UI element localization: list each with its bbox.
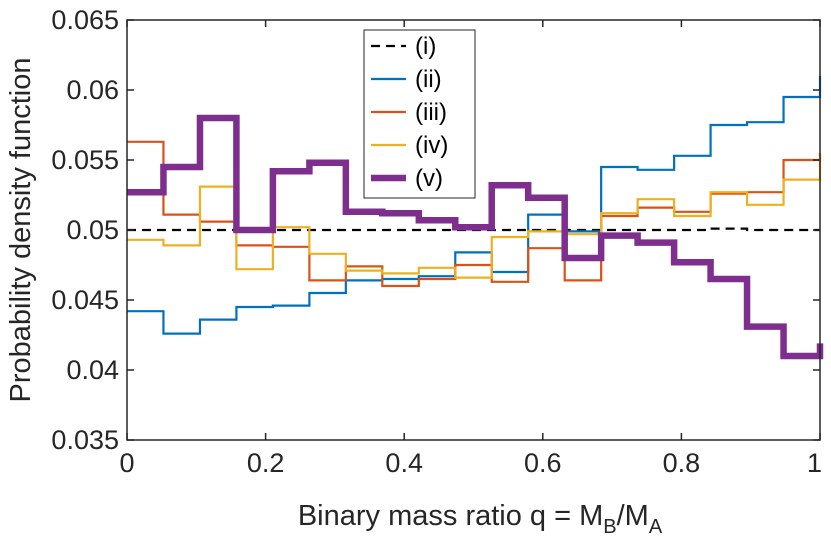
legend-box	[363, 29, 476, 199]
y-axis-label: Probability density function	[5, 58, 37, 403]
y-tick-label: 0.06	[66, 75, 119, 105]
x-axis-label-sub1: B	[603, 516, 616, 538]
series-layer	[127, 76, 824, 360]
x-tick-layer: 0 0.2 0.4 0.6 0.8 1	[119, 20, 822, 478]
legend: (i) (ii) (iii) (iv) (v)	[363, 29, 476, 199]
y-tick-label: 0.04	[66, 355, 119, 385]
x-axis-label: Binary mass ratio q = MB/MA	[298, 500, 663, 538]
x-tick-label: 1	[807, 448, 822, 478]
x-axis-label-mid: /M	[617, 500, 649, 532]
x-axis-label-sub2: A	[649, 516, 663, 538]
series-line-5	[127, 114, 824, 360]
x-tick-label: 0.4	[385, 448, 423, 478]
x-axis-label-prefix: Binary mass ratio q = M	[298, 500, 603, 532]
legend-label-2: (ii)	[415, 66, 442, 93]
y-tick-label: 0.065	[51, 5, 119, 35]
legend-label-3: (iii)	[415, 99, 447, 126]
x-tick-label: 0.8	[663, 448, 701, 478]
y-tick-label: 0.05	[66, 215, 119, 245]
y-tick-label: 0.035	[51, 425, 119, 455]
legend-label-1: (i)	[415, 33, 436, 60]
y-tick-label: 0.055	[51, 145, 119, 175]
legend-label-4: (iv)	[415, 132, 448, 159]
x-tick-label: 0.2	[247, 448, 285, 478]
x-tick-label: 0	[119, 448, 134, 478]
x-tick-label: 0.6	[524, 448, 562, 478]
series-line-4	[127, 153, 822, 279]
y-tick-label: 0.045	[51, 285, 119, 315]
legend-label-5: (v)	[415, 165, 443, 192]
y-tick-layer: 0.035 0.04 0.045 0.05 0.055 0.06 0.065	[51, 5, 820, 455]
